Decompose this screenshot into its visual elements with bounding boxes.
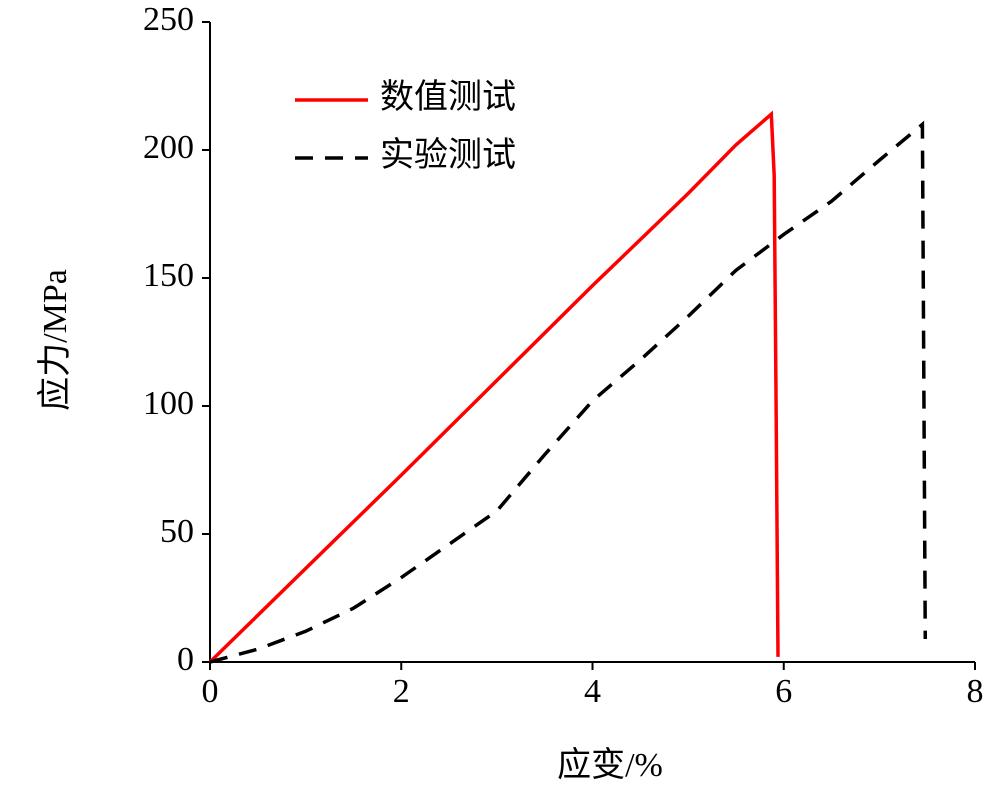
y-axis-label: 应力/MPa <box>36 269 74 411</box>
y-tick-label: 150 <box>143 257 194 294</box>
y-tick-label: 200 <box>143 129 194 166</box>
y-tick-label: 100 <box>143 385 194 422</box>
data-line <box>208 110 780 664</box>
x-tick-label: 8 <box>967 673 984 710</box>
x-tick-label: 0 <box>202 673 219 710</box>
y-tick-label: 0 <box>177 641 194 678</box>
x-tick-label: 4 <box>584 673 601 710</box>
y-tick-label: 50 <box>160 513 194 550</box>
legend-label: 实验测试 <box>380 136 516 174</box>
data-line <box>209 120 928 664</box>
x-axis-label: 应变/% <box>557 746 663 784</box>
legend-label: 数值测试 <box>380 78 516 116</box>
y-tick-label: 250 <box>143 1 194 38</box>
x-tick-label: 6 <box>775 673 792 710</box>
x-tick-label: 2 <box>393 673 410 710</box>
